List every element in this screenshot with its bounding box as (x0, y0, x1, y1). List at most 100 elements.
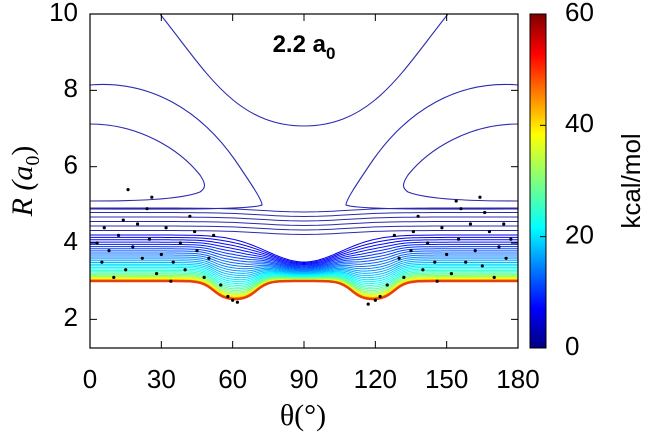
scatter-point (409, 249, 413, 253)
scatter-point (126, 187, 130, 192)
x-axis-label: θ(°) (280, 399, 326, 432)
scatter-point (483, 210, 487, 215)
scatter-points (95, 187, 513, 306)
scatter-point (207, 256, 211, 260)
y-label-end: ) (6, 146, 39, 156)
colorbar-tick-label: 20 (565, 220, 594, 250)
scatter-point (135, 222, 140, 226)
scatter-point (433, 260, 437, 264)
scatter-point (421, 268, 425, 272)
scatter-point (150, 195, 154, 199)
band-line (90, 279, 518, 299)
contour-line (90, 225, 518, 231)
band-line (90, 262, 518, 276)
scatter-point (456, 237, 461, 241)
scatter-point (140, 256, 144, 260)
scatter-point (131, 245, 135, 249)
scatter-point (480, 264, 484, 268)
scatter-point (178, 241, 182, 245)
scatter-point (459, 207, 463, 211)
scatter-point (440, 226, 444, 230)
x-tick-label: 150 (425, 364, 468, 394)
band-line (90, 260, 518, 274)
band-line (90, 279, 518, 301)
colorbar-tick-label: 40 (565, 108, 594, 138)
colorbar-tick-label: 0 (565, 331, 579, 361)
scatter-point (454, 199, 458, 203)
scatter-point (473, 249, 477, 253)
scatter-point (411, 229, 415, 234)
band-line (90, 268, 518, 285)
scatter-point (112, 275, 116, 279)
scatter-point (402, 275, 406, 279)
x-tick-label: 90 (290, 364, 319, 394)
scatter-point (107, 249, 111, 253)
y-label-main: R (a (6, 166, 39, 218)
scatter-point (154, 271, 159, 276)
band-line (90, 246, 518, 268)
band-line (90, 265, 518, 281)
scatter-point (145, 207, 149, 211)
scatter-point (464, 260, 468, 264)
scatter-point (502, 222, 506, 226)
scatter-point (226, 294, 230, 299)
band-line (90, 241, 518, 266)
colorbar-tick-label: 60 (565, 0, 594, 27)
scatter-point (478, 195, 482, 199)
y-tick-label: 8 (64, 73, 78, 103)
y-label-subscript: 0 (22, 156, 44, 166)
x-tick-label: 120 (354, 364, 397, 394)
y-tick-label: 10 (49, 0, 78, 27)
scatter-point (504, 256, 508, 260)
x-tick-label: 0 (83, 364, 97, 394)
scatter-point (492, 275, 496, 279)
band-line (90, 239, 518, 265)
y-tick-label: 2 (64, 302, 78, 332)
contour-line (90, 207, 518, 213)
band-line (90, 279, 518, 299)
scatter-point (121, 218, 125, 222)
contour-lines (90, 14, 518, 210)
chart-title: 2.2 a0 (273, 31, 336, 63)
x-tick-label: 180 (496, 364, 539, 394)
scatter-point (171, 260, 175, 264)
band-line (90, 248, 518, 269)
scatter-point (435, 279, 439, 283)
band-line (90, 250, 518, 270)
scatter-point (487, 229, 492, 234)
title-subscript: 0 (326, 44, 335, 63)
band-line (90, 266, 518, 283)
scatter-point (373, 298, 377, 302)
scatter-point (116, 233, 121, 237)
scatter-point (102, 226, 106, 230)
scatter-point (169, 279, 173, 283)
band-line (90, 258, 518, 273)
title-main: 2.2 a (273, 31, 327, 58)
contour-line (90, 216, 518, 222)
scatter-point (366, 302, 370, 306)
scatter-point (212, 233, 216, 237)
contour-line (90, 230, 518, 236)
band-line (90, 263, 518, 279)
scatter-point (164, 226, 168, 230)
scatter-point (468, 222, 473, 226)
scatter-point (378, 294, 382, 299)
plot-frame (89, 13, 519, 349)
scatter-point (219, 283, 223, 287)
y-tick-label: 4 (64, 226, 78, 256)
band-line (90, 234, 518, 263)
band-line (90, 243, 518, 267)
x-tick-label: 60 (218, 364, 247, 394)
scatter-point (193, 229, 197, 234)
scatter-point (159, 252, 163, 257)
scatter-point (385, 283, 389, 287)
scatter-point (231, 298, 235, 302)
y-tick-label: 6 (64, 150, 78, 180)
scatter-point (202, 275, 206, 279)
scatter-point (235, 300, 240, 304)
scatter-point (100, 260, 104, 264)
scatter-point (416, 214, 420, 218)
scatter-point (95, 241, 99, 245)
band-line (90, 236, 518, 264)
